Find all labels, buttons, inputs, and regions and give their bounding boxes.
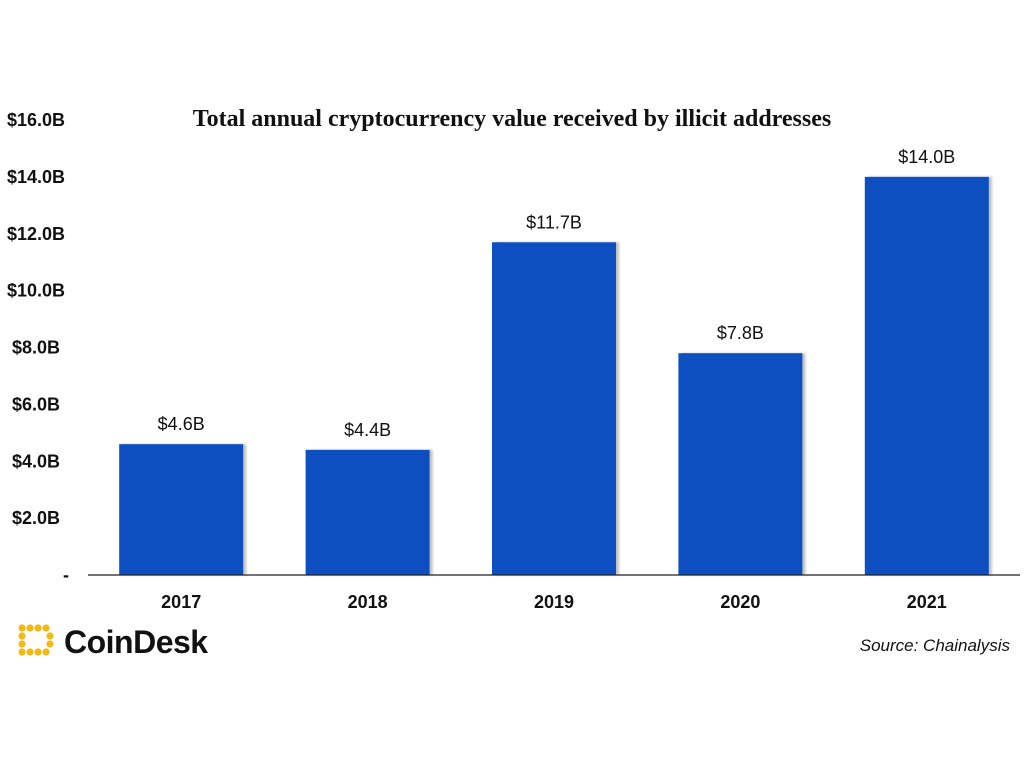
logo-dot: [18, 648, 26, 656]
chart-title: Total annual cryptocurrency value receiv…: [192, 106, 832, 132]
y-tick-label: $12.0B: [7, 224, 65, 244]
x-tick-label: 2019: [534, 592, 574, 612]
data-label: $14.0B: [898, 147, 955, 167]
y-tick-label: $16.0B: [7, 110, 65, 130]
x-tick-label: 2018: [348, 592, 388, 612]
bar: [305, 449, 430, 575]
logo-dot: [42, 624, 50, 632]
x-tick-label: 2021: [907, 592, 947, 612]
x-axis: 2017 2018 2019 2020 2021: [88, 574, 1020, 612]
y-tick-label: $4.0B: [12, 451, 60, 471]
logo-dot: [18, 624, 26, 632]
data-label: $7.8B: [717, 323, 764, 343]
y-tick-label: $8.0B: [12, 338, 60, 358]
y-tick-label: $14.0B: [7, 167, 65, 187]
data-label: $4.4B: [344, 420, 391, 440]
logo-dot: [46, 640, 54, 648]
coindesk-logo-icon: [18, 624, 54, 656]
logo-dot: [34, 624, 42, 632]
logo-dot: [18, 632, 26, 640]
bars: $4.6B $4.4B $11.7B $7.8B $14.0B: [119, 147, 989, 575]
logo-dot: [26, 648, 34, 656]
data-label: $4.6B: [158, 414, 205, 434]
logo-dot: [18, 640, 26, 648]
y-tick-label: $10.0B: [7, 281, 65, 301]
y-axis: $16.0B $14.0B $12.0B $10.0B $8.0B $6.0B $4.0B $…: [7, 110, 69, 585]
brand-name: CoinDesk: [64, 623, 208, 660]
bar: [492, 242, 616, 575]
y-tick-label: -: [63, 565, 69, 585]
brand: CoinDesk: [16, 622, 208, 662]
logo-dot: [42, 648, 50, 656]
bar: [678, 353, 803, 575]
x-tick-label: 2017: [161, 592, 201, 612]
source-note: Source: Chainalysis: [859, 636, 1010, 655]
bar: [864, 176, 989, 575]
y-tick-label: $6.0B: [12, 394, 60, 414]
logo-dot: [46, 632, 54, 640]
data-label: $11.7B: [526, 212, 582, 232]
bar: [119, 444, 244, 575]
y-tick-label: $2.0B: [12, 508, 60, 528]
logo-dot: [34, 648, 42, 656]
logo-dot: [26, 624, 34, 632]
x-tick-label: 2020: [720, 592, 760, 612]
